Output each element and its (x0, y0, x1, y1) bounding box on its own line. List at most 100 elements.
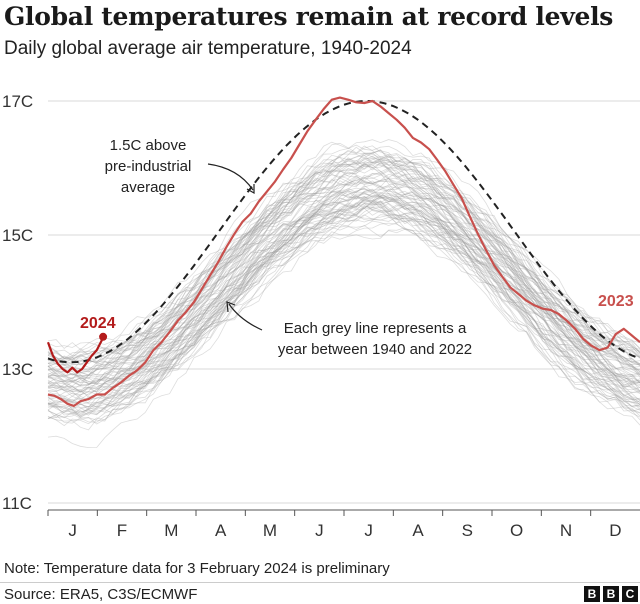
grey-year-line (47, 163, 640, 371)
grey-year-line (47, 202, 640, 418)
grey-year-line (47, 157, 640, 357)
grey-year-line (47, 195, 640, 411)
annotation-grey-lines-arrow (228, 303, 263, 331)
grey-year-line (47, 167, 640, 389)
series-2024-endpoint (99, 332, 108, 341)
grey-year-line (47, 206, 640, 425)
temperature-chart: 17C 15C 13C 11C J F M A M J J A S O N D 2024 2023 1.5C… (2, 92, 640, 540)
grey-year-line (47, 175, 640, 370)
grey-year-line (47, 222, 640, 449)
grey-year-line (47, 185, 640, 409)
x-tick-label: F (117, 521, 127, 540)
grey-year-line (47, 196, 640, 391)
grey-year-line (47, 189, 640, 403)
grey-year-line (47, 168, 640, 392)
grey-year-line (47, 144, 640, 359)
grey-year-lines (47, 139, 640, 449)
grey-year-line (47, 192, 640, 405)
y-tick-label: 17C (2, 92, 33, 111)
grey-year-line (47, 187, 640, 408)
grey-year-line (47, 207, 640, 410)
grey-year-line (47, 157, 640, 365)
grey-year-line (47, 199, 640, 423)
grey-year-line (47, 205, 640, 414)
grey-year-line (47, 161, 640, 373)
grey-year-line (47, 195, 640, 393)
grey-year-line (47, 175, 640, 373)
grey-year-line (47, 142, 640, 361)
x-tick-label: D (609, 521, 621, 540)
grey-year-line (47, 178, 640, 387)
grey-year-line (47, 196, 640, 413)
grey-year-line (47, 188, 640, 413)
x-tick-label: J (364, 521, 373, 540)
x-tick-label: M (164, 521, 178, 540)
grey-year-line (47, 189, 640, 403)
grey-year-line (47, 162, 640, 377)
x-tick-label: J (68, 521, 77, 540)
chart-subtitle: Daily global average air temperature, 19… (4, 38, 412, 59)
grey-year-line (47, 194, 640, 393)
annotation-1-5c-line-2: pre-industrial (105, 158, 192, 175)
bbc-logo: B B C (584, 586, 638, 602)
x-tick-label: A (412, 521, 424, 540)
grey-year-line (47, 161, 640, 366)
x-tick-label: J (315, 521, 324, 540)
annotation-grey-lines-line-1: Each grey line represents a (284, 320, 467, 337)
pre-industrial-plus-1-5c-dashed-line (47, 100, 638, 364)
series-2024-label: 2024 (80, 315, 116, 332)
grey-year-line (47, 201, 640, 405)
grey-year-line (47, 206, 640, 416)
annotation-1-5c-line-1: 1.5C above (110, 137, 187, 154)
bbc-logo-letter-3: C (622, 586, 638, 602)
grey-year-line (47, 170, 640, 393)
y-tick-label: 11C (2, 494, 32, 513)
grey-year-line (47, 196, 640, 408)
bbc-logo-letter-2: B (603, 586, 619, 602)
grey-year-line (47, 149, 640, 351)
x-tick-label: A (215, 521, 227, 540)
series-2023-label: 2023 (598, 293, 634, 310)
grey-year-line (47, 191, 640, 385)
grey-year-line (47, 156, 640, 360)
x-tick-label: S (462, 521, 473, 540)
grey-year-line (47, 176, 640, 401)
grey-year-line (47, 209, 640, 406)
grey-year-line (47, 200, 640, 419)
grey-year-line (47, 204, 640, 400)
annotation-grey-lines-arrowhead (226, 301, 236, 313)
chart-title: Global temperatures remain at record lev… (4, 2, 614, 31)
grey-year-line (47, 173, 640, 377)
grey-year-line (47, 178, 640, 390)
x-tick-label: N (560, 521, 572, 540)
grey-year-line (47, 201, 640, 416)
grey-year-line (47, 155, 640, 376)
grey-year-line (47, 165, 640, 363)
annotation-grey-lines-line-2: year between 1940 and 2022 (278, 341, 472, 358)
x-tick-label: O (510, 521, 523, 540)
footer-divider (0, 582, 640, 583)
x-tick-label: M (263, 521, 277, 540)
grey-year-line (47, 149, 640, 380)
grey-year-line (47, 162, 640, 387)
grey-year-line (47, 187, 640, 389)
annotation-1-5c-line-3: average (121, 179, 175, 196)
grey-year-line (47, 195, 640, 407)
grey-year-line (47, 160, 640, 388)
grey-year-line (47, 139, 640, 351)
grey-year-line (47, 155, 640, 360)
grey-year-line (47, 154, 640, 360)
annotation-1-5c: 1.5C above pre-industrial average (105, 137, 255, 196)
y-tick-label: 15C (2, 226, 33, 245)
grey-year-line (47, 202, 640, 417)
grey-year-line (47, 191, 640, 402)
grey-year-line (47, 161, 640, 376)
grey-year-line (47, 152, 640, 366)
grey-year-line (47, 200, 640, 427)
grey-year-line (47, 145, 640, 367)
grey-year-line (47, 145, 640, 365)
chart-note: Note: Temperature data for 3 February 20… (4, 560, 390, 577)
annotation-grey-lines: Each grey line represents a year between… (226, 301, 472, 358)
grey-year-line (47, 185, 640, 385)
